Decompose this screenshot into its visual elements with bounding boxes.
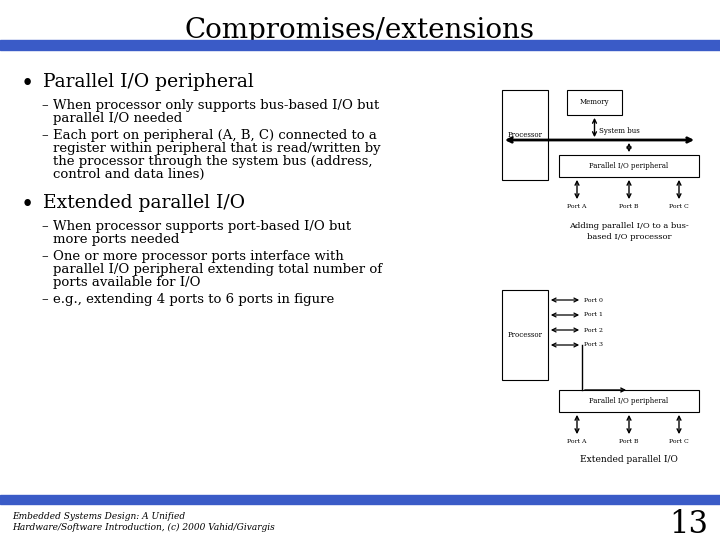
Text: When processor only supports bus-based I/O but: When processor only supports bus-based I… [53, 99, 379, 112]
Text: Port B: Port B [619, 204, 639, 209]
Text: Processor: Processor [508, 331, 542, 339]
Text: Port A: Port A [567, 439, 587, 444]
Text: parallel I/O peripheral extending total number of: parallel I/O peripheral extending total … [53, 263, 382, 276]
Text: Extended parallel I/O: Extended parallel I/O [580, 455, 678, 464]
Text: System bus: System bus [599, 127, 640, 135]
Text: Adding parallel I/O to a bus-: Adding parallel I/O to a bus- [569, 222, 689, 230]
Bar [502, 90, 548, 180]
Text: Port 0: Port 0 [584, 298, 603, 302]
Text: Embedded Systems Design: A Unified: Embedded Systems Design: A Unified [12, 512, 185, 521]
Bar [0, 495, 720, 504]
Text: One or more processor ports interface with: One or more processor ports interface wi… [53, 250, 343, 263]
Text: Parallel I/O peripheral: Parallel I/O peripheral [590, 162, 669, 170]
Text: Memory: Memory [580, 98, 609, 106]
Text: Hardware/Software Introduction, (c) 2000 Vahid/Givargis: Hardware/Software Introduction, (c) 2000… [12, 523, 275, 532]
Bar [0, 40, 720, 50]
Text: Port 2: Port 2 [584, 327, 603, 333]
Text: Port 1: Port 1 [584, 313, 603, 318]
Bar [559, 390, 699, 412]
Bar [502, 290, 548, 380]
Text: Port C: Port C [669, 204, 689, 209]
Text: Port 3: Port 3 [584, 342, 603, 348]
Text: Port A: Port A [567, 204, 587, 209]
Text: –: – [41, 293, 48, 306]
Text: •: • [20, 194, 34, 216]
Text: Port C: Port C [669, 439, 689, 444]
Text: Each port on peripheral (A, B, C) connected to a: Each port on peripheral (A, B, C) connec… [53, 129, 377, 142]
Text: When processor supports port-based I/O but: When processor supports port-based I/O b… [53, 220, 351, 233]
Text: ports available for I/O: ports available for I/O [53, 276, 200, 289]
Text: –: – [41, 99, 48, 112]
Text: •: • [20, 73, 34, 95]
Text: –: – [41, 250, 48, 263]
Bar [567, 90, 622, 115]
Text: Port B: Port B [619, 439, 639, 444]
Text: Extended parallel I/O: Extended parallel I/O [43, 194, 245, 212]
Text: based I/O processor: based I/O processor [587, 233, 671, 241]
Text: 13: 13 [669, 509, 708, 540]
Bar [559, 155, 699, 177]
Text: register within peripheral that is read/written by: register within peripheral that is read/… [53, 142, 381, 155]
Text: control and data lines): control and data lines) [53, 168, 204, 181]
Text: Processor: Processor [508, 131, 542, 139]
Text: parallel I/O needed: parallel I/O needed [53, 112, 182, 125]
Text: more ports needed: more ports needed [53, 233, 179, 246]
Text: e.g., extending 4 ports to 6 ports in figure: e.g., extending 4 ports to 6 ports in fi… [53, 293, 334, 306]
Text: Compromises/extensions: Compromises/extensions [185, 17, 535, 44]
Text: Parallel I/O peripheral: Parallel I/O peripheral [43, 73, 253, 91]
Text: –: – [41, 220, 48, 233]
Text: the processor through the system bus (address,: the processor through the system bus (ad… [53, 155, 372, 168]
Text: –: – [41, 129, 48, 142]
Text: Parallel I/O peripheral: Parallel I/O peripheral [590, 397, 669, 405]
